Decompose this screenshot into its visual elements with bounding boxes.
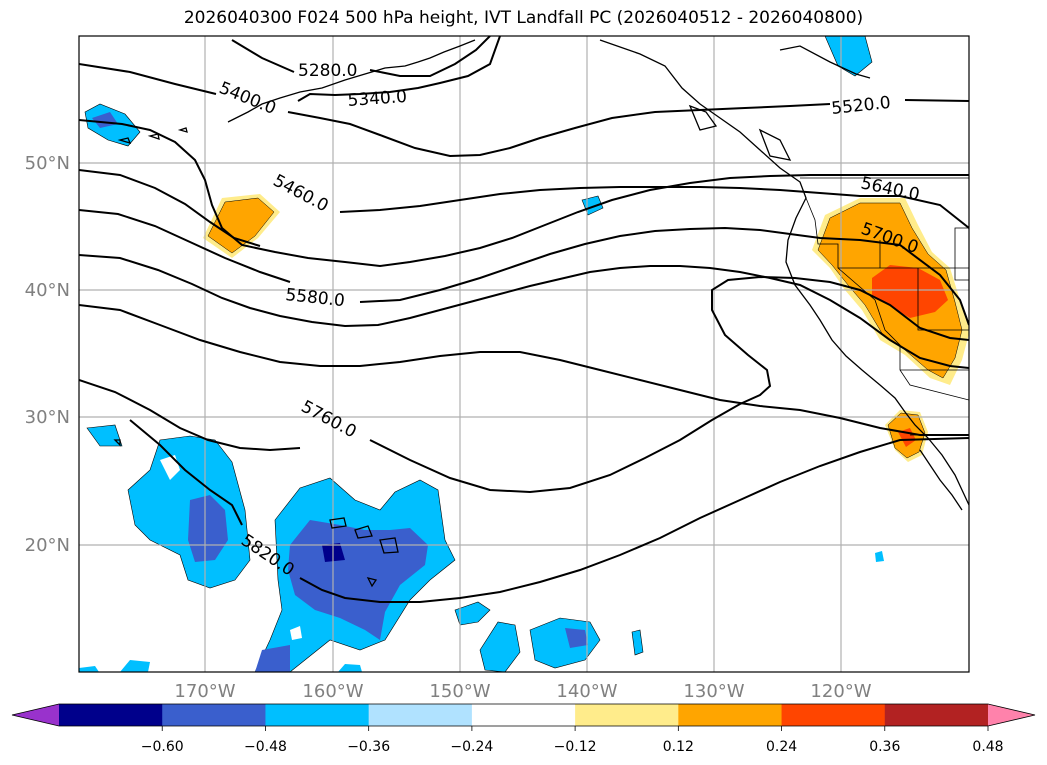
colorbar-bin xyxy=(59,704,163,726)
lon-tick-130w: 130°W xyxy=(683,681,744,702)
lat-tick-20n: 20°N xyxy=(25,535,70,556)
lat-tick-40n: 40°N xyxy=(25,280,70,301)
colorbar-tick-label: 0.12 xyxy=(663,739,694,755)
height-contours xyxy=(79,36,969,603)
ivt-negative-shading xyxy=(79,36,884,672)
colorbar-tick-label: −0.36 xyxy=(347,739,390,755)
lon-tick-160w: 160°W xyxy=(302,681,363,702)
contour-label-5580: 5580.0 xyxy=(284,285,345,311)
map-frame xyxy=(78,35,970,673)
colorbar-extend-high xyxy=(988,704,1035,726)
coastlines xyxy=(113,39,969,588)
colorbar-bin xyxy=(781,704,886,726)
colorbar-bin xyxy=(678,704,783,726)
longitude-tick-labels: 170°W 160°W 150°W 140°W 130°W 120°W xyxy=(174,681,871,702)
lon-tick-140w: 140°W xyxy=(556,681,617,702)
latitude-tick-labels: 50°N 40°N 30°N 20°N xyxy=(25,153,70,556)
contour-label-5280: 5280.0 xyxy=(298,61,357,81)
colorbar: −0.60 −0.48 −0.36 −0.24 −0.12 0.12 0.24 0.36 0.4… xyxy=(11,703,1036,755)
map-title: 2026040300 F024 500 hPa height, IVT Land… xyxy=(183,8,864,28)
colorbar-bin xyxy=(162,704,266,726)
political-borders xyxy=(800,177,969,436)
colorbar-tick-label: 0.36 xyxy=(869,739,900,755)
colorbar-bin xyxy=(368,704,473,726)
lat-tick-30n: 30°N xyxy=(25,407,70,428)
lon-tick-120w: 120°W xyxy=(810,681,871,702)
colorbar-bin xyxy=(471,704,576,726)
colorbar-bin xyxy=(265,704,370,726)
ivt-positive-shading xyxy=(203,194,969,462)
colorbar-bin xyxy=(575,704,679,726)
colorbar-tick-label: −0.12 xyxy=(554,739,597,755)
contour-label-5520: 5520.0 xyxy=(830,93,891,119)
graticule xyxy=(79,36,969,672)
contour-label-5760: 5760.0 xyxy=(298,397,360,443)
colorbar-extend-low xyxy=(12,704,59,726)
colorbar-tick-label: −0.60 xyxy=(141,739,184,755)
contour-label-5340: 5340.0 xyxy=(347,87,408,111)
lon-tick-170w: 170°W xyxy=(174,681,235,702)
colorbar-bin xyxy=(884,704,989,726)
colorbar-tick-label: −0.48 xyxy=(244,739,287,755)
lat-tick-50n: 50°N xyxy=(25,153,70,174)
colorbar-tick-label: 0.48 xyxy=(972,739,1003,755)
colorbar-tick-label: −0.24 xyxy=(450,739,493,755)
contour-label-5460: 5460.0 xyxy=(270,171,332,217)
lon-tick-150w: 150°W xyxy=(429,681,490,702)
colorbar-tick-label: 0.24 xyxy=(766,739,797,755)
